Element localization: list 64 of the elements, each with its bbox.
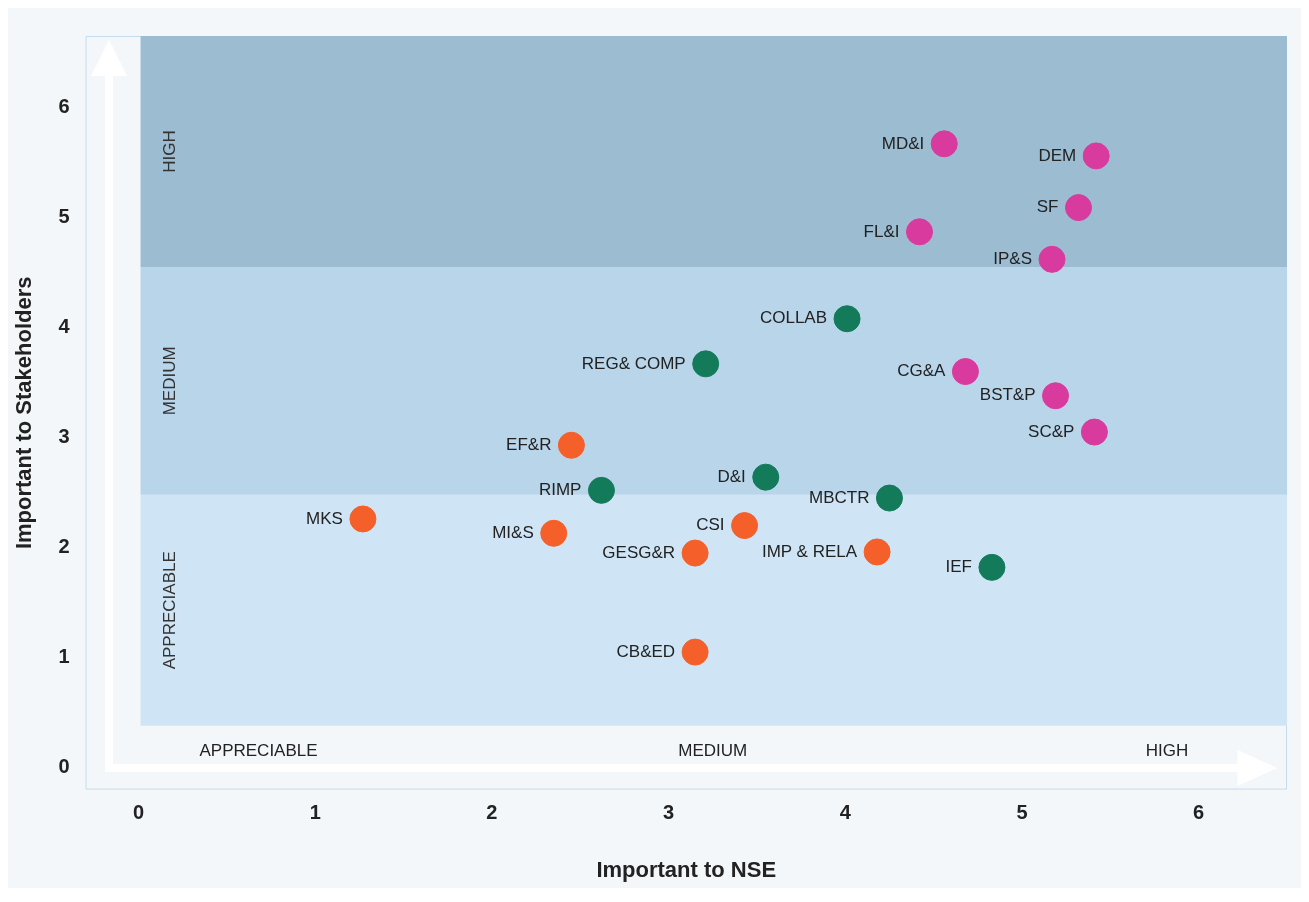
annotation: CSI (696, 515, 725, 535)
y-tick-label: 2 (58, 535, 70, 558)
annotation: MD&I (881, 133, 925, 153)
y-tick-label: 4 (58, 315, 71, 338)
point (1080, 418, 1108, 446)
point (692, 350, 720, 378)
point (681, 539, 709, 567)
annotation: MEDIUM (678, 741, 748, 761)
annotation: IP&S (993, 249, 1033, 269)
y-tick-label: 3 (58, 425, 70, 448)
band-label: HIGH (160, 130, 180, 173)
point (752, 463, 780, 491)
annotation: DEM (1038, 145, 1077, 165)
point (875, 484, 903, 512)
annotation: SF (1036, 197, 1059, 217)
annotation: APPRECIABLE (199, 741, 318, 761)
y-tick-label: 5 (58, 205, 70, 228)
point (1082, 142, 1110, 170)
point (930, 130, 958, 158)
annotation: BST&P (979, 385, 1036, 405)
point (1042, 382, 1070, 410)
point (1038, 245, 1066, 273)
point (833, 305, 861, 333)
x-tick-label: 3 (663, 801, 675, 824)
x-tick-label: 6 (1193, 801, 1205, 824)
y-tick-label: 0 (58, 755, 70, 778)
band-label: APPRECIABLE (160, 551, 180, 670)
point (540, 519, 568, 547)
y-tick-label: 6 (58, 95, 70, 118)
annotation: FL&I (863, 221, 900, 241)
y-axis-title: Important to Stakeholders (11, 276, 37, 550)
annotation: IMP & RELA (761, 541, 858, 561)
point (349, 505, 377, 533)
point (905, 218, 933, 246)
annotation: EF&R (506, 434, 552, 454)
point (587, 476, 615, 504)
annotation: MI&S (492, 522, 534, 542)
point (1065, 194, 1093, 222)
annotation: MKS (306, 508, 343, 528)
point (681, 638, 709, 666)
annotation: GESG&R (602, 542, 676, 562)
x-tick-label: 5 (1016, 801, 1028, 824)
annotation: REG& COMP (581, 353, 686, 373)
annotation: CG&A (897, 361, 947, 381)
band-label: MEDIUM (160, 346, 180, 416)
point (978, 553, 1006, 581)
annotation: MBCTR (809, 487, 870, 507)
point (951, 358, 979, 386)
annotation: COLLAB (759, 308, 828, 328)
annotation: D&I (717, 466, 746, 486)
x-tick-label: 0 (132, 801, 145, 824)
y-tick-label: 1 (58, 645, 70, 668)
annotation: SC&P (1028, 421, 1075, 441)
x-tick-label: 1 (309, 801, 321, 824)
point (731, 512, 759, 540)
point (863, 538, 891, 566)
annotation: HIGH (1145, 741, 1189, 761)
annotation: CB&ED (616, 641, 676, 661)
x-tick-label: 2 (486, 801, 498, 824)
x-axis-title: Important to NSE (596, 856, 777, 882)
annotation: RIMP (538, 480, 582, 500)
annotation: IEF (945, 557, 972, 577)
x-tick-label: 4 (839, 801, 852, 824)
point (557, 431, 585, 459)
